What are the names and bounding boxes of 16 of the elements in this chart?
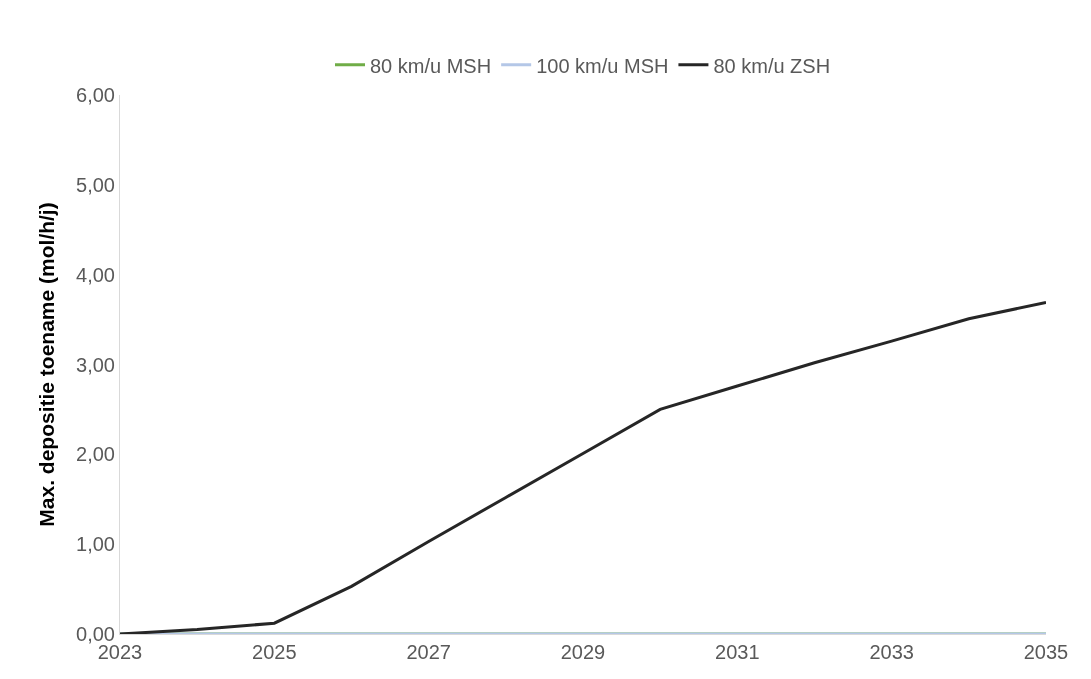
legend-label: 80 km/u ZSH xyxy=(713,54,831,77)
y-tick-label: 6,00 xyxy=(76,84,115,106)
x-tick-label: 2029 xyxy=(560,641,606,663)
legend-label: 80 km/u MSH xyxy=(370,54,492,77)
x-tick-label: 2025 xyxy=(252,641,297,663)
y-tick-label: 4,00 xyxy=(76,263,115,286)
legend-label: 100 km/u MSH xyxy=(536,54,669,77)
x-tick-label: 2033 xyxy=(869,641,914,663)
x-tick-label: 2031 xyxy=(715,641,760,663)
y-tick-label: 5,00 xyxy=(76,173,115,196)
x-tick-label: 2035 xyxy=(1023,641,1069,663)
y-tick-label: 2,00 xyxy=(76,443,115,466)
y-tick-label: 3,00 xyxy=(76,353,115,376)
y-axis-title: Max. depositie toename (mol/h/j) xyxy=(35,202,59,527)
y-tick-label: 1,00 xyxy=(76,533,115,556)
x-tick-label: 2027 xyxy=(406,641,451,663)
